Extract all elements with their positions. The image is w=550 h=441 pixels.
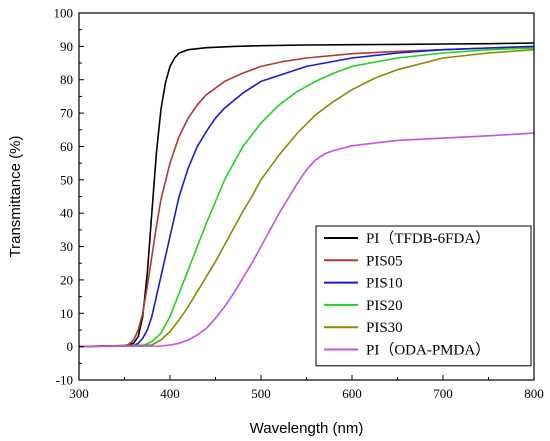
x-tick-label: 600 <box>342 386 362 401</box>
x-tick-label: 500 <box>251 386 271 401</box>
legend-box <box>315 225 532 367</box>
legend-label: PIS30 <box>366 320 403 336</box>
legend-label: PIS05 <box>366 253 403 269</box>
series-line-4 <box>78 47 535 348</box>
x-axis: 300 400 500 600 700 800 <box>69 375 544 401</box>
legend-label: PI（TFDB-6FDA） <box>366 230 490 247</box>
x-axis-title: Wavelength (nm) <box>250 420 364 437</box>
series-layer <box>78 42 535 348</box>
series-line-6 <box>78 132 535 348</box>
series-line-3 <box>78 45 535 348</box>
y-tick-label: 20 <box>60 272 73 287</box>
x-tick-label: 700 <box>433 386 453 401</box>
legend-label: PIS20 <box>366 298 403 314</box>
y-axis: -10 0 10 20 30 40 50 60 70 80 90 100 <box>54 6 84 388</box>
x-tick-label: 300 <box>69 386 89 401</box>
series-line-2 <box>78 45 535 348</box>
legend-label: PIS10 <box>366 276 403 292</box>
legend-label: PI（ODA-PMDA） <box>366 342 490 359</box>
series-line-5 <box>78 48 535 348</box>
y-tick-label: 0 <box>67 339 74 354</box>
x-tick-label: 400 <box>160 386 180 401</box>
x-tick-label: 800 <box>524 386 544 401</box>
y-tick-label: 10 <box>60 306 73 321</box>
y-tick-label: 90 <box>60 39 73 54</box>
legend: PI（TFDB-6FDA） PIS05 PIS10 PIS20 PIS30 PI（ODA-… <box>315 225 532 367</box>
series-line-1 <box>78 42 535 348</box>
y-tick-label: 60 <box>60 139 73 154</box>
y-axis-title: Transmittance (%) <box>7 136 24 258</box>
y-tick-label: 80 <box>60 72 73 87</box>
y-tick-label: 30 <box>60 239 73 254</box>
y-tick-label: 100 <box>54 6 74 21</box>
y-tick-label: 70 <box>60 106 73 121</box>
y-tick-label: 40 <box>60 206 73 221</box>
y-tick-label: 50 <box>60 172 73 187</box>
y-tick-label: -10 <box>56 373 73 388</box>
